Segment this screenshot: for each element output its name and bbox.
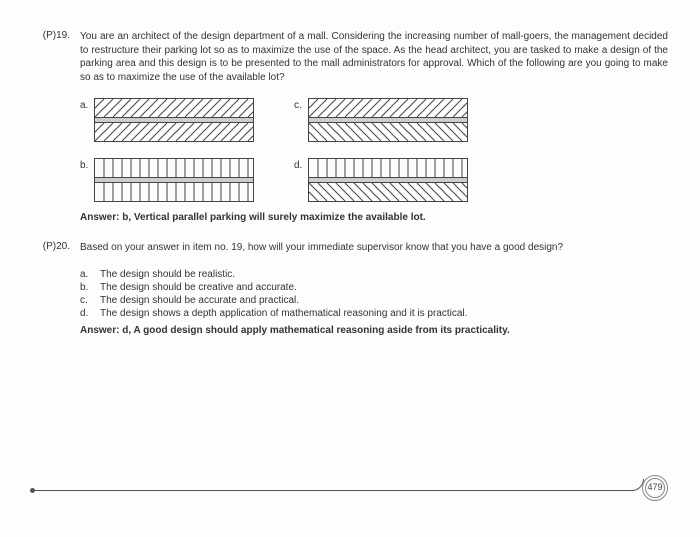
choice-c: c.The design should be accurate and prac…	[80, 295, 668, 306]
page-number: 479	[642, 482, 668, 492]
page-footer: 479	[32, 479, 668, 501]
diagram-label-d: d.	[294, 158, 308, 171]
q20-answer: Answer: d, A good design should apply ma…	[80, 325, 668, 336]
diagram-b	[94, 158, 254, 202]
page-number-badge: 479	[642, 475, 668, 501]
choice-d: d.The design shows a depth application o…	[80, 308, 668, 319]
q20-choices: a.The design should be realistic. b.The …	[80, 269, 668, 319]
q19-number: (P)19.	[32, 30, 80, 84]
diagram-label-c: c.	[294, 98, 308, 111]
diagram-c	[308, 98, 468, 142]
question-19: (P)19. You are an architect of the desig…	[32, 30, 668, 84]
footer-line	[32, 490, 628, 491]
q19-text: You are an architect of the design depar…	[80, 30, 668, 84]
q20-number: (P)20.	[32, 241, 80, 255]
diagram-label-a: a.	[80, 98, 94, 111]
diagram-label-b: b.	[80, 158, 94, 171]
diagram-d	[308, 158, 468, 202]
q19-answer: Answer: b, Vertical parallel parking wil…	[80, 212, 668, 223]
q19-diagrams: a. c. b. d.	[80, 98, 668, 202]
q20-text: Based on your answer in item no. 19, how…	[80, 241, 668, 255]
question-20: (P)20. Based on your answer in item no. …	[32, 241, 668, 255]
choice-b: b.The design should be creative and accu…	[80, 282, 668, 293]
diagram-a	[94, 98, 254, 142]
footer-curve	[622, 479, 644, 491]
choice-a: a.The design should be realistic.	[80, 269, 668, 280]
